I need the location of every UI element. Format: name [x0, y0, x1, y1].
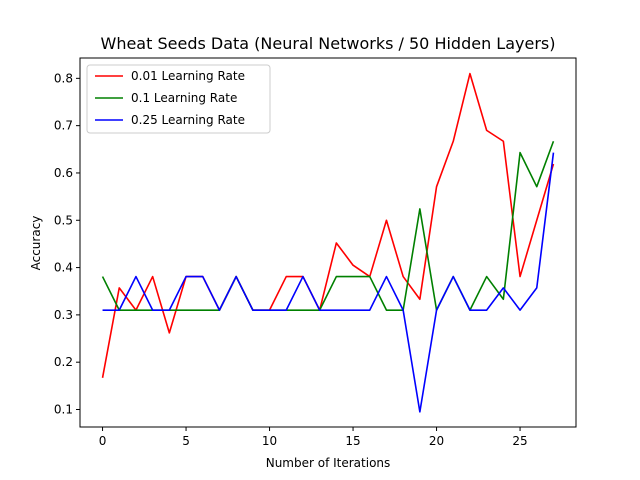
- legend-entry: 0.1 Learning Rate: [131, 91, 237, 105]
- x-tick-label: 5: [182, 434, 190, 448]
- y-axis-label: Accuracy: [29, 216, 43, 271]
- y-tick-label: 0.6: [54, 166, 73, 180]
- y-tick-label: 0.3: [54, 308, 73, 322]
- plot-area: [79, 57, 577, 428]
- legend-entry: 0.25 Learning Rate: [131, 113, 245, 127]
- x-tick-label: 0: [99, 434, 107, 448]
- chart-title: Wheat Seeds Data (Neural Networks / 50 H…: [101, 34, 556, 53]
- series-line-1: [101, 72, 555, 378]
- y-tick-label: 0.2: [54, 355, 73, 369]
- series-line-3: [102, 152, 555, 413]
- x-tick-label: 15: [345, 434, 360, 448]
- y-tick-label: 0.5: [54, 213, 73, 227]
- series-layer: [101, 72, 555, 413]
- x-tick-label: 20: [429, 434, 444, 448]
- y-tick-label: 0.7: [54, 119, 73, 133]
- y-tick-label: 0.1: [54, 402, 73, 416]
- x-tick-label: 10: [262, 434, 277, 448]
- plot-frame: [79, 57, 577, 428]
- y-tick-label: 0.8: [54, 71, 73, 85]
- y-axis-ticks: 0.1 0.2 0.3 0.4 0.5 0.6 0.7 0.8: [54, 71, 80, 416]
- x-axis-label: Number of Iterations: [266, 456, 391, 470]
- legend: 0.01 Learning Rate 0.1 Learning Rate 0.25 …: [86, 64, 271, 134]
- x-axis-ticks: 0 5 10 15 20 25: [99, 427, 528, 448]
- x-tick-label: 25: [512, 434, 527, 448]
- legend-box: [86, 64, 271, 134]
- legend-entry: 0.01 Learning Rate: [131, 69, 245, 83]
- series-line-2: [101, 140, 555, 311]
- y-tick-label: 0.4: [54, 261, 73, 275]
